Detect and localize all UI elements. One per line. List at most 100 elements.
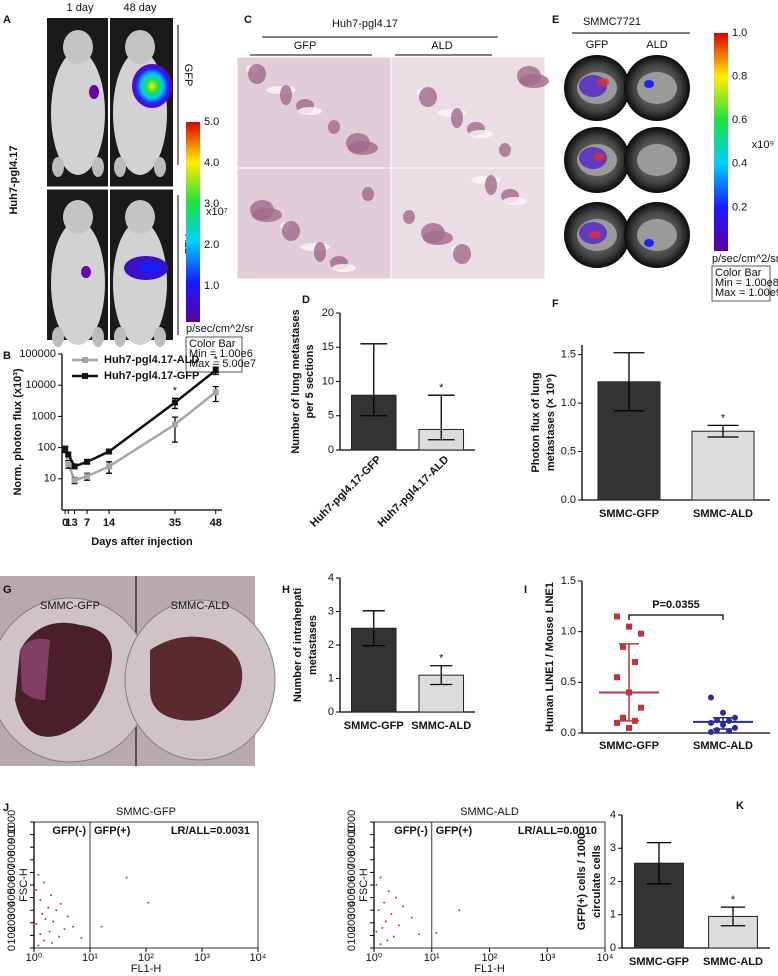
data-point xyxy=(708,694,714,701)
y-tick-label: 500 xyxy=(6,876,18,894)
x-tick-label: 35 xyxy=(169,517,181,529)
data-point xyxy=(55,909,58,912)
gate-label: GFP(+) xyxy=(436,825,473,837)
y-axis-title: metastases (× 10⁹) xyxy=(545,374,557,472)
illustration xyxy=(499,143,511,157)
y-tick-label: 0.0 xyxy=(561,494,576,506)
column-label: 1 day xyxy=(67,2,94,14)
illustration xyxy=(314,242,326,262)
data-point xyxy=(58,935,61,938)
y-axis-title: FSC-H xyxy=(18,868,30,902)
y-tick-label: 2 xyxy=(328,639,334,651)
data-point xyxy=(106,463,113,470)
y-tick-label: 400 xyxy=(6,888,18,906)
illustration xyxy=(125,30,155,64)
illustration xyxy=(453,244,471,264)
data-point xyxy=(212,389,219,396)
series-line xyxy=(64,369,217,468)
y-tick-label: 800 xyxy=(346,838,358,856)
panel-letter: D xyxy=(302,294,310,306)
x-tick-label: 10⁴ xyxy=(597,952,614,964)
illustration xyxy=(637,144,677,176)
data-point xyxy=(48,930,51,933)
illustration xyxy=(644,239,654,247)
illustration xyxy=(348,141,378,155)
colorbar-note: Color Bar xyxy=(715,267,762,279)
significance-star: * xyxy=(731,894,736,906)
data-point xyxy=(614,674,620,681)
illustration xyxy=(63,200,93,234)
y-tick-label: 3 xyxy=(610,842,616,854)
data-point xyxy=(620,643,626,650)
y-axis-title: GFP(+) cells / 1000 xyxy=(576,833,588,931)
illustration xyxy=(644,80,654,88)
data-point xyxy=(125,876,128,879)
illustration xyxy=(373,821,606,949)
column-label: SMMC-ALD xyxy=(171,600,230,612)
x-tick-label: SMMC-ALD xyxy=(703,956,763,968)
data-point xyxy=(435,931,438,934)
data-point xyxy=(84,473,91,480)
illustration xyxy=(328,120,340,134)
colorbar-tick: 1.0 xyxy=(732,27,747,39)
data-point xyxy=(392,935,395,938)
x-axis-title: FL1-H xyxy=(131,963,162,975)
y-tick-label: 400 xyxy=(346,888,358,906)
illustration xyxy=(332,264,356,272)
illustration xyxy=(469,130,493,138)
x-tick-label: 3 xyxy=(71,517,77,529)
plot-title: SMMC-ALD xyxy=(460,806,519,818)
column-label: ALD xyxy=(646,39,667,51)
data-point xyxy=(52,920,55,923)
colorbar-note: Min = 1.00e6 xyxy=(189,348,253,360)
y-axis-title: FSC-H xyxy=(358,868,370,902)
x-tick-label: SMMC-ALD xyxy=(693,508,753,520)
x-tick-label: 0 xyxy=(62,517,68,529)
cell-line: Huh7-pgl4.17 xyxy=(8,145,20,214)
error-bar xyxy=(427,394,455,441)
y-axis-title: Number of lung metastases xyxy=(290,309,302,453)
colorbar-exponent: x10⁹ xyxy=(752,139,774,151)
data-point xyxy=(620,714,626,721)
colorbar-unit: p/sec/cm^2/sr xyxy=(186,323,254,335)
illustration xyxy=(362,187,374,201)
y-tick-label: 1 xyxy=(328,672,334,684)
y-tick-label: 900 xyxy=(6,825,18,843)
error-bar xyxy=(430,665,453,686)
data-point xyxy=(171,399,178,406)
illustration xyxy=(423,231,453,245)
y-tick-label: 0.0 xyxy=(561,727,576,739)
y-tick-label: 5 xyxy=(328,410,334,422)
data-point xyxy=(37,873,40,876)
illustration xyxy=(125,200,155,234)
data-point xyxy=(614,613,620,620)
y-axis-title: per 5 sections xyxy=(304,345,316,419)
data-point xyxy=(379,876,382,879)
panel-letter: A xyxy=(3,14,11,26)
panel-letter: I xyxy=(524,584,527,596)
data-point xyxy=(732,714,738,721)
data-point xyxy=(732,724,738,731)
data-point xyxy=(39,899,42,902)
error-bar xyxy=(646,841,672,885)
illustration xyxy=(597,78,609,86)
legend-label: Huh7-pgl4.17-ALD xyxy=(104,354,199,366)
data-point xyxy=(375,884,378,886)
y-tick-label: 100000 xyxy=(19,348,56,360)
illustration xyxy=(186,122,200,322)
data-point xyxy=(458,909,461,912)
column-label: GFP xyxy=(586,39,609,51)
y-tick-label: 1 xyxy=(610,909,616,921)
data-point xyxy=(100,925,103,928)
significance-star: * xyxy=(439,653,444,665)
data-point xyxy=(708,728,714,735)
illustration xyxy=(282,221,300,241)
data-point xyxy=(42,939,45,942)
data-point xyxy=(65,460,72,467)
y-tick-label: 10 xyxy=(44,473,56,485)
y-axis-title: Human LINE1 / Mouse LINE1 xyxy=(544,582,556,732)
y-tick-label: 3 xyxy=(328,605,334,617)
x-tick-label: SMMC-GFP xyxy=(344,720,404,732)
significance-star: * xyxy=(721,412,726,424)
data-point xyxy=(614,719,620,726)
